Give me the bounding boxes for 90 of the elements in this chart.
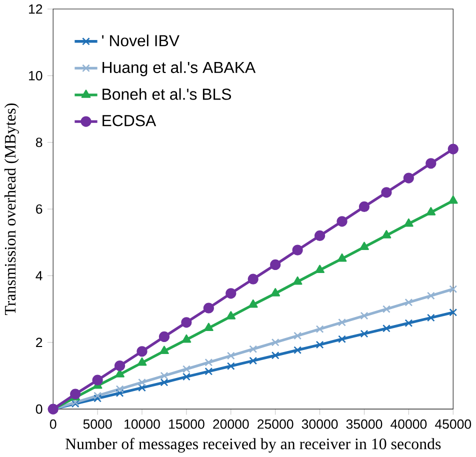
point — [360, 242, 369, 250]
point — [449, 285, 458, 294]
point — [292, 244, 303, 256]
x-tick-label: 0 — [50, 419, 56, 429]
point — [403, 172, 414, 184]
legend-label: ' Novel IBV — [102, 34, 180, 46]
legend-label: Huang et al.'s ABAKA — [102, 61, 256, 76]
point — [249, 345, 258, 354]
point — [448, 195, 458, 204]
y-tick-label: 10 — [29, 71, 42, 80]
x-tick-label: 40000 — [390, 419, 427, 429]
x-axis-title: Number of messages received by an receiver in 10 seconds — [66, 438, 441, 453]
point — [382, 305, 390, 314]
point — [182, 334, 192, 343]
point — [137, 357, 147, 366]
y-tick-label: 8 — [36, 138, 42, 148]
point — [382, 230, 392, 238]
x-tick-label: 10000 — [124, 419, 160, 429]
point — [181, 317, 192, 328]
point — [315, 264, 324, 274]
x-tick-label: 15000 — [169, 419, 204, 429]
point — [116, 385, 124, 394]
point — [338, 318, 346, 326]
point — [160, 346, 169, 354]
point — [116, 389, 124, 398]
point — [360, 330, 368, 338]
y-axis-title: Transmission overhead (MBytes) — [4, 104, 19, 316]
point — [404, 298, 413, 306]
point — [182, 365, 190, 374]
point — [316, 340, 324, 349]
point — [448, 144, 458, 154]
x-tick-label: 45000 — [435, 419, 472, 429]
point — [292, 276, 302, 285]
point — [70, 388, 81, 400]
x-tick-label: 25000 — [258, 419, 294, 429]
y-tick-label: 0 — [36, 404, 42, 414]
point — [94, 392, 102, 400]
point — [160, 372, 168, 380]
y-tick-label: 4 — [36, 271, 42, 280]
point — [160, 378, 168, 386]
point — [92, 374, 103, 386]
point — [336, 216, 348, 227]
point — [358, 201, 370, 212]
x-tick-label: 30000 — [302, 419, 338, 429]
x-tick-label: 20000 — [213, 419, 249, 429]
point — [426, 158, 436, 169]
point — [360, 312, 368, 320]
point — [138, 378, 146, 386]
point — [114, 360, 126, 372]
point — [314, 230, 326, 242]
point — [226, 288, 236, 299]
legend-label: Boneh et al.'s BLS — [102, 88, 231, 100]
x-tick-label: 5000 — [83, 419, 112, 429]
point — [382, 324, 390, 332]
point — [294, 346, 302, 354]
point — [404, 319, 413, 328]
point — [248, 274, 258, 284]
point — [226, 352, 235, 360]
point — [270, 288, 280, 296]
point — [294, 332, 302, 340]
point — [426, 314, 435, 322]
point — [316, 325, 324, 334]
point — [94, 394, 102, 402]
point — [182, 372, 190, 381]
point — [248, 299, 258, 308]
point — [203, 302, 214, 314]
point — [338, 335, 346, 344]
point — [337, 253, 347, 262]
point — [158, 331, 170, 342]
point — [404, 218, 414, 227]
point — [449, 308, 458, 316]
point — [204, 367, 213, 376]
point — [271, 351, 280, 360]
point — [226, 362, 235, 370]
point — [226, 311, 236, 320]
point — [136, 346, 148, 357]
point — [138, 384, 146, 392]
point — [381, 187, 392, 198]
point — [271, 338, 280, 346]
point — [249, 356, 258, 365]
point — [426, 207, 436, 216]
point — [204, 358, 213, 366]
y-tick-label: 6 — [36, 204, 42, 214]
point — [270, 259, 281, 270]
x-tick-label: 35000 — [346, 419, 382, 429]
point — [426, 292, 435, 300]
point — [204, 322, 214, 332]
y-tick-label: 12 — [29, 4, 42, 14]
y-tick-label: 2 — [36, 338, 42, 348]
legend-label: ECDSA — [102, 114, 156, 126]
